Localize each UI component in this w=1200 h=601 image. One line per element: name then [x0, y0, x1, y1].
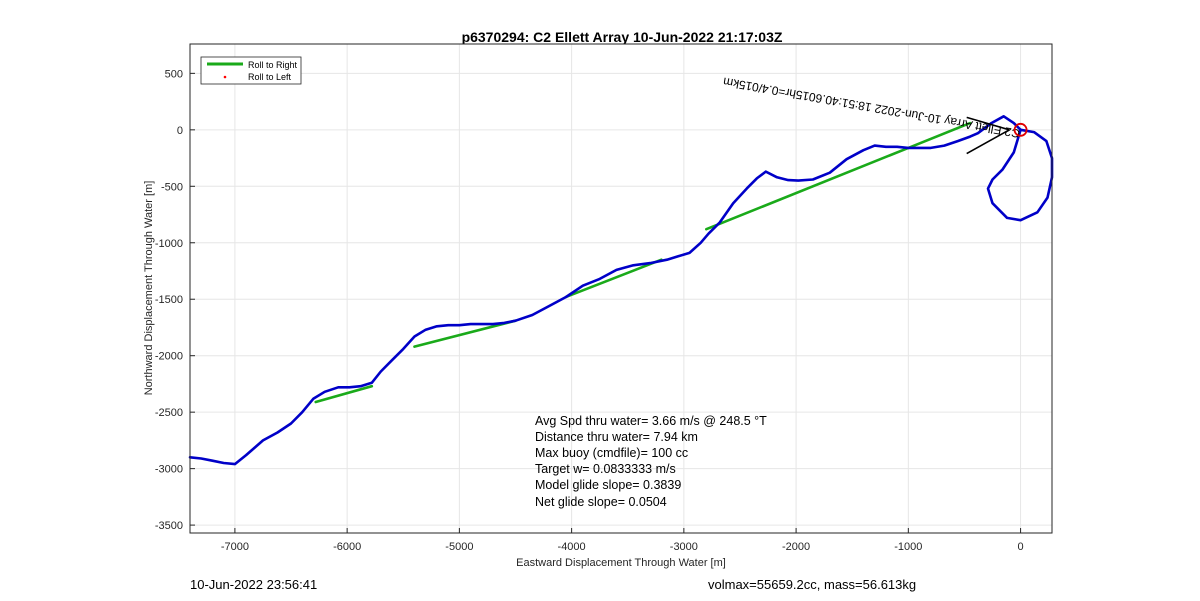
legend-box: [200, 56, 302, 85]
legend-left-roll-swatch: [223, 75, 227, 79]
y-tick-label: -1000: [155, 238, 183, 250]
grid-lines: [190, 44, 1052, 533]
x-tick-label: -5000: [445, 541, 473, 553]
y-axis-label: Northward Displacement Through Water [m]: [143, 181, 155, 396]
y-tick-label: 500: [165, 68, 183, 80]
y-tick-label: -1500: [155, 294, 183, 306]
stat-model-glide: Model glide slope= 0.3839: [535, 478, 681, 492]
heading-line: [966, 129, 1010, 155]
chart-title: p6370294: C2 Ellett Array 10-Jun-2022 21…: [462, 29, 783, 45]
x-tick-label: -1000: [894, 541, 922, 553]
x-axis-label: Eastward Displacement Through Water [m]: [516, 557, 726, 569]
right-roll-segment: [564, 258, 663, 299]
y-tick-label: 0: [177, 125, 183, 137]
right-roll-segment: [413, 319, 517, 348]
footer-volmax-mass: volmax=55659.2cc, mass=56.613kg: [708, 577, 917, 592]
start-marker: [1013, 122, 1028, 137]
right-roll-segment: [705, 146, 910, 231]
y-tick-label: -3500: [155, 520, 183, 532]
stat-target-w: Target w= 0.0833333 m/s: [535, 462, 676, 476]
x-tick-label: 0: [1018, 541, 1024, 553]
stats-text-block: Avg Spd thru water= 3.66 m/s @ 248.5 °T …: [535, 414, 767, 509]
x-tick-label: -7000: [221, 541, 249, 553]
y-tick-label: -2500: [155, 407, 183, 419]
footer-timestamp: 10-Jun-2022 23:56:41: [190, 577, 318, 592]
right-roll-segment: [314, 384, 374, 404]
glider-loop-line: [986, 128, 1054, 222]
y-tick-label: -3000: [155, 464, 183, 476]
legend-left-roll-label: Roll to Left: [248, 72, 292, 82]
stat-max-buoy: Max buoy (cmdfile)= 100 cc: [535, 446, 688, 460]
y-tick-label: -500: [161, 181, 183, 193]
heading-line: [966, 116, 1010, 131]
x-tick-label: -2000: [782, 541, 810, 553]
stat-distance: Distance thru water= 7.94 km: [535, 430, 698, 444]
x-tick-label: -4000: [558, 541, 586, 553]
legend-right-roll-label: Roll to Right: [248, 60, 298, 70]
right-roll-segment: [907, 121, 972, 150]
y-tick-label: -2000: [155, 351, 183, 363]
stat-avg-speed: Avg Spd thru water= 3.66 m/s @ 248.5 °T: [535, 414, 767, 428]
axis-ticks: -7000 -6000 -5000 -4000 -3000 -2000 -1000 0 500 0…: [155, 68, 1024, 553]
x-tick-label: -6000: [333, 541, 361, 553]
glider-track-line: [188, 115, 1022, 466]
x-tick-label: -3000: [670, 541, 698, 553]
legend: Roll to Right Roll to Left: [200, 56, 302, 85]
plot-frame: [189, 43, 1053, 534]
stat-net-glide: Net glide slope= 0.0504: [535, 495, 667, 509]
